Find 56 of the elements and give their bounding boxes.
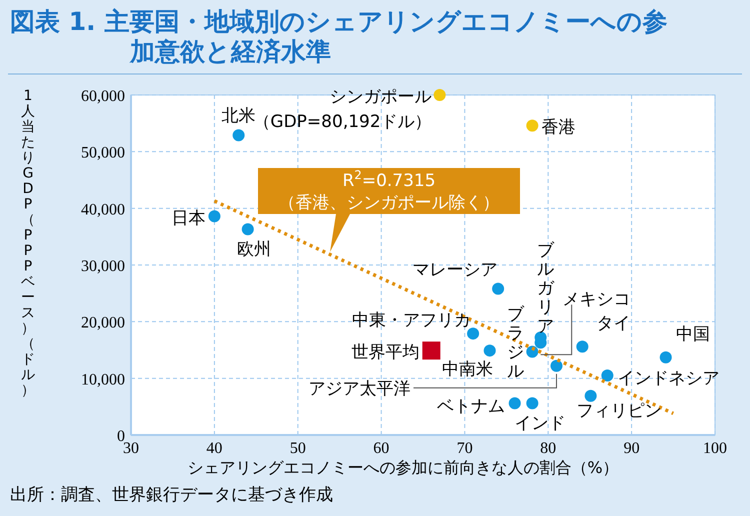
annotation: 日本 bbox=[171, 208, 206, 228]
x-tick-label: 70 bbox=[456, 440, 473, 457]
point bbox=[467, 328, 480, 340]
annotation: 欧州 bbox=[236, 239, 271, 260]
point bbox=[492, 282, 504, 295]
point bbox=[584, 390, 597, 402]
x-tick-label: 100 bbox=[703, 440, 727, 457]
y-tick-label: 60,000 bbox=[81, 88, 125, 105]
annotation: 中南米 bbox=[442, 360, 494, 380]
x-tick-label: 30 bbox=[123, 440, 139, 457]
y-tick-label: 40,000 bbox=[81, 201, 125, 218]
annotation: ベトナム bbox=[436, 396, 505, 416]
annotation: インドネシア bbox=[617, 368, 720, 388]
annotation: 香港 bbox=[541, 118, 576, 138]
point bbox=[232, 129, 245, 142]
point bbox=[422, 342, 440, 360]
y-tick-label: 0 bbox=[117, 428, 125, 445]
annotation: アジア太平洋 bbox=[308, 378, 410, 399]
annotation: 世界平均 bbox=[351, 342, 420, 363]
x-tick-label: 80 bbox=[540, 440, 556, 457]
annotation: R$^{2}$=0.7315 （香港、シンガポール除く） bbox=[278, 168, 500, 213]
point bbox=[550, 360, 562, 372]
point bbox=[484, 344, 496, 357]
x-tick-label: 60 bbox=[373, 440, 390, 457]
annotation: ブラジル bbox=[506, 304, 525, 382]
annotation: シンガポール bbox=[330, 87, 432, 107]
annotation: 北米 bbox=[222, 106, 256, 126]
annotation: インド bbox=[514, 413, 566, 434]
annotation: タイ bbox=[596, 314, 630, 334]
text: 出所：調査、世界銀行データに基づき作成 bbox=[10, 485, 333, 505]
y-tick-label: 30,000 bbox=[81, 258, 125, 275]
point bbox=[242, 223, 254, 236]
point bbox=[526, 120, 538, 132]
y-tick-label: 50,000 bbox=[81, 144, 125, 162]
annotation: ブルガリア bbox=[537, 240, 556, 337]
annotation: （GDP=80,192ドル） bbox=[253, 112, 432, 132]
x-tick-label: 40 bbox=[206, 440, 222, 457]
point bbox=[660, 351, 672, 364]
point bbox=[526, 397, 538, 410]
annotation: 中東・アフリカ bbox=[352, 310, 472, 331]
chart-title: 図表 1. 主要国・地域別のシェアリングエコノミーへの参加意欲と経済水準 bbox=[10, 7, 668, 66]
annotation: フィリピン bbox=[576, 400, 662, 421]
point bbox=[576, 340, 588, 353]
y-tick-label: 20,000 bbox=[81, 314, 125, 332]
point bbox=[434, 89, 446, 101]
x-tick-label: 90 bbox=[624, 440, 640, 457]
x-axis-title: シェアリングエコノミーへの参加に前向きな人の割合（%） bbox=[187, 458, 619, 477]
point bbox=[208, 210, 220, 222]
y-tick-label: 10,000 bbox=[81, 371, 125, 388]
annotation: メキシコ bbox=[562, 290, 631, 310]
text: 1人当たりGDP（PPPベース）（ドル） bbox=[21, 88, 35, 398]
annotation: マレーシア bbox=[412, 260, 498, 280]
point bbox=[508, 397, 521, 410]
annotation: 中国 bbox=[676, 324, 710, 344]
point bbox=[601, 370, 614, 382]
x-tick-label: 50 bbox=[290, 440, 306, 457]
